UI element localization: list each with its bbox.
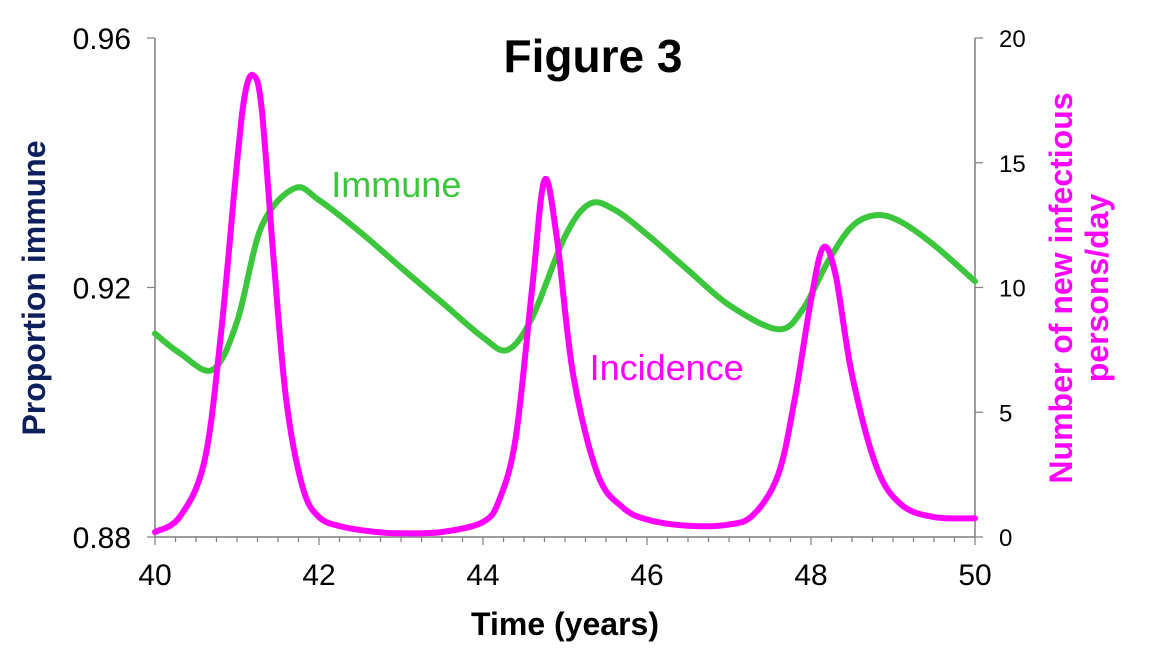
x-tick-label: 44	[466, 559, 499, 592]
incidence-series-label: Incidence	[590, 347, 744, 388]
immune-series-line	[152, 184, 978, 374]
x-tick-label: 42	[302, 559, 335, 592]
y-axis-title-right-line: Number of new infectious	[1043, 92, 1079, 483]
y-left-tick-label: 0.88	[73, 522, 131, 555]
y-right-tick-label: 10	[999, 276, 1026, 303]
incidence-series-line	[152, 71, 978, 537]
y-axis-title-left: Proportion immune	[16, 140, 52, 435]
ticks: 40 42 44 46 48 50 0.88 0.92 0.96 0 5 10 15 20	[73, 23, 1026, 592]
y-right-tick-label: 5	[999, 400, 1012, 427]
y-right-tick-label: 20	[999, 26, 1026, 53]
x-tick-label: 46	[630, 559, 663, 592]
x-tick-label: 48	[794, 559, 827, 592]
chart-title: Figure 3	[504, 30, 683, 82]
series-layer: Immune Incidence	[152, 71, 978, 537]
x-tick-label: 40	[138, 559, 171, 592]
immune-series-label: Immune	[331, 164, 461, 205]
y-axis-title-right: Number of new infectiouspersons/day	[1043, 92, 1115, 483]
y-left-tick-label: 0.92	[73, 273, 131, 306]
y-axis-title-right-line: persons/day	[1079, 194, 1115, 383]
y-left-tick-label: 0.96	[73, 23, 131, 56]
y-right-tick-label: 0	[999, 525, 1012, 552]
y-right-tick-label: 15	[999, 151, 1026, 178]
x-axis-title: Time (years)	[471, 606, 659, 642]
x-tick-label: 50	[958, 559, 991, 592]
